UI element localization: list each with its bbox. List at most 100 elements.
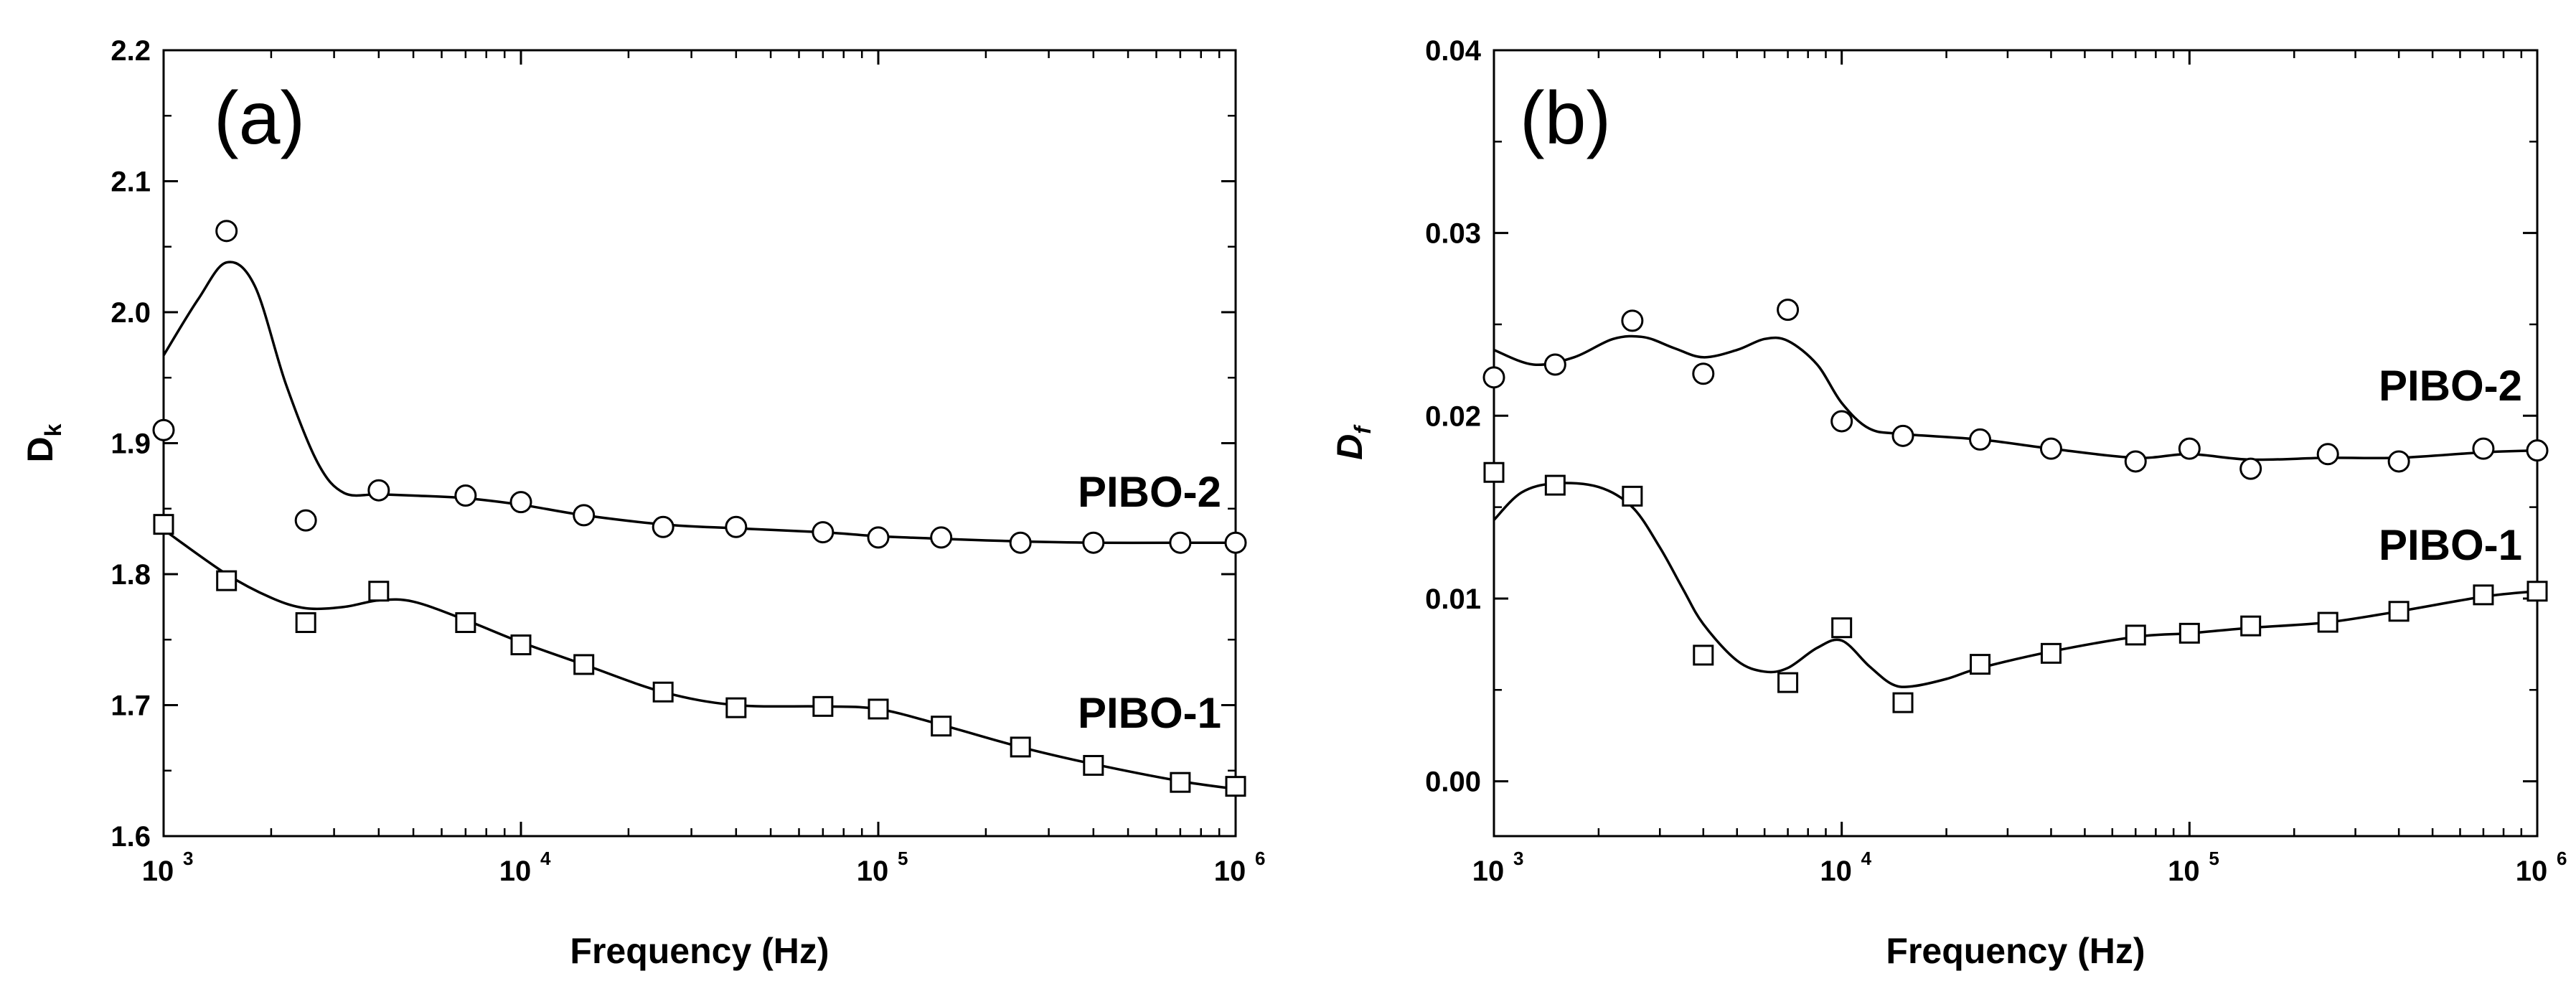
x-tick-label: 10 (1472, 855, 1505, 887)
data-point-pibo-1 (652, 681, 674, 703)
data-point-pibo-1 (1010, 736, 1031, 758)
data-point-pibo-2 (1891, 424, 1914, 447)
series-line-pibo-1 (1494, 482, 2537, 688)
series-label-pibo-2: PIBO-2 (2379, 362, 2522, 410)
data-point-pibo-2 (509, 491, 532, 514)
data-point-pibo-1 (2178, 622, 2200, 644)
data-point-pibo-2 (367, 479, 390, 502)
data-point-pibo-1 (812, 695, 834, 717)
data-point-pibo-2 (2039, 437, 2062, 460)
data-point-pibo-2 (1543, 353, 1566, 376)
y-tick-label: 2.0 (111, 297, 151, 329)
y-axis-title: Dk (20, 423, 66, 462)
x-tick-label: 10 (857, 855, 889, 887)
data-point-pibo-1 (216, 570, 238, 591)
y-tick-label: 2.2 (111, 35, 151, 67)
x-axis-title: Frequency (Hz) (570, 931, 829, 971)
x-tick-label-exponent: 3 (1513, 848, 1523, 869)
y-axis-title: Df (1330, 424, 1376, 460)
data-point-pibo-1 (2317, 611, 2338, 633)
data-point-pibo-1 (1083, 754, 1104, 776)
data-point-pibo-2 (725, 515, 748, 538)
data-point-pibo-2 (1169, 531, 1192, 554)
chart-panel-a: 10 3 10 4 10 5 10 6 1.6 1.7 1.8 1.9 2.0 2.1 2.2 PIBO-2 P… (20, 35, 1265, 971)
data-point-pibo-2 (867, 526, 890, 549)
data-point-pibo-1 (295, 612, 316, 634)
x-tick-label-exponent: 6 (1255, 848, 1265, 869)
data-point-pibo-1 (1777, 672, 1799, 693)
series-label-pibo-2: PIBO-2 (1078, 468, 1221, 516)
x-axis-title: Frequency (Hz) (1886, 931, 2145, 971)
x-tick-label-exponent: 5 (2209, 848, 2219, 869)
data-point-pibo-1 (931, 716, 952, 737)
data-point-pibo-1 (2526, 581, 2548, 602)
data-point-pibo-2 (1777, 299, 1800, 322)
data-point-pibo-2 (1692, 362, 1715, 385)
data-point-pibo-1 (725, 697, 747, 718)
panel-label: (b) (1520, 77, 1611, 160)
data-point-pibo-2 (652, 515, 674, 538)
data-point-pibo-1 (1225, 776, 1246, 797)
data-point-pibo-1 (1831, 617, 1853, 639)
y-tick-label: 0.01 (1425, 583, 1481, 615)
data-point-pibo-1 (2388, 601, 2410, 622)
series-line-pibo-2 (1494, 334, 2537, 461)
y-tick-label: 0.04 (1425, 35, 1482, 67)
data-point-pibo-2 (152, 418, 175, 441)
data-point-pibo-2 (2316, 443, 2339, 466)
data-point-pibo-1 (1170, 772, 1191, 793)
data-point-pibo-1 (510, 634, 532, 656)
y-tick-label: 1.9 (111, 428, 151, 460)
data-point-pibo-1 (2125, 624, 2146, 646)
data-point-pibo-1 (1693, 644, 1714, 666)
chart-panel-b: 10 3 10 4 10 5 10 6 0.00 0.01 0.02 0.03 0.04 PIBO-2 PI… (1330, 35, 2567, 971)
y-tick-label: 2.1 (111, 167, 151, 198)
data-point-pibo-2 (1482, 366, 1505, 389)
data-point-pibo-1 (2040, 642, 2062, 664)
series-label-pibo-1: PIBO-1 (2379, 521, 2522, 569)
data-point-pibo-2 (215, 220, 238, 243)
data-point-pibo-2 (1224, 531, 1247, 554)
y-tick-label: 0.00 (1425, 766, 1481, 798)
series-line-pibo-1 (164, 528, 1236, 791)
x-tick-label-exponent: 5 (898, 848, 908, 869)
data-point-pibo-2 (930, 526, 953, 549)
data-point-pibo-2 (2178, 437, 2201, 460)
data-point-pibo-2 (2526, 439, 2549, 462)
data-point-pibo-1 (2473, 584, 2494, 606)
data-point-pibo-1 (1892, 692, 1914, 713)
x-tick-label: 10 (142, 855, 174, 887)
data-point-pibo-2 (573, 504, 596, 527)
plot-frame (162, 49, 1237, 838)
y-tick-label: 1.6 (111, 821, 151, 853)
series-line-pibo-2 (164, 261, 1236, 545)
series-label-pibo-1: PIBO-1 (1078, 689, 1221, 737)
x-tick-label: 10 (2516, 855, 2548, 887)
y-tick-label: 1.8 (111, 559, 151, 591)
data-point-pibo-2 (1621, 309, 1644, 332)
data-point-pibo-1 (455, 612, 476, 634)
data-point-pibo-2 (1009, 531, 1032, 554)
x-tick-label: 10 (2168, 855, 2200, 887)
data-point-pibo-1 (573, 654, 595, 675)
data-point-pibo-1 (153, 514, 174, 535)
x-tick-label: 10 (1820, 855, 1852, 887)
x-tick-label-exponent: 4 (540, 848, 551, 869)
data-point-pibo-1 (1622, 485, 1643, 507)
panel-label: (a) (214, 77, 305, 160)
x-tick-label-exponent: 4 (1861, 848, 1872, 869)
data-point-pibo-2 (2124, 450, 2147, 473)
y-tick-label: 1.7 (111, 690, 151, 722)
x-tick-label: 10 (1214, 855, 1246, 887)
y-tick-label: 0.02 (1425, 400, 1481, 432)
data-point-pibo-2 (1082, 531, 1105, 554)
data-point-pibo-2 (2387, 450, 2410, 473)
data-point-pibo-2 (1969, 428, 1992, 451)
data-point-pibo-2 (812, 521, 835, 544)
data-point-pibo-1 (368, 581, 390, 602)
data-point-pibo-2 (454, 484, 477, 507)
x-tick-label: 10 (499, 855, 532, 887)
data-point-pibo-1 (2240, 615, 2262, 637)
